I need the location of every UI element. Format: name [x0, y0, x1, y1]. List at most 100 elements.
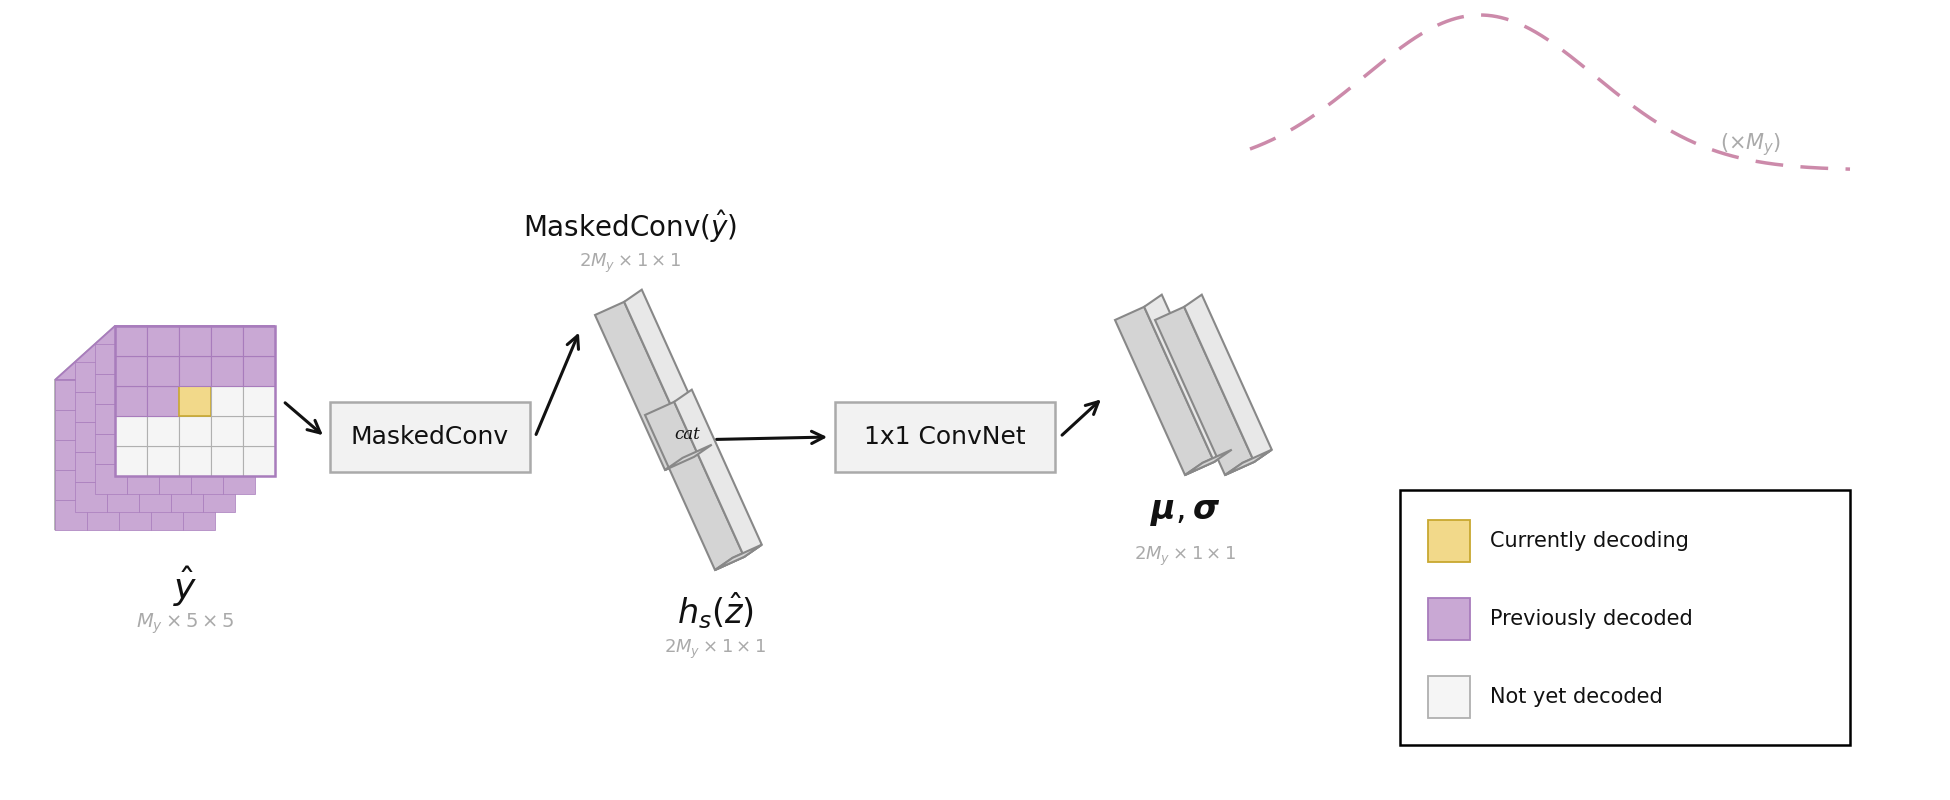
Bar — [211, 416, 244, 446]
Polygon shape — [595, 302, 694, 470]
Bar — [211, 386, 244, 416]
Bar — [96, 404, 127, 434]
Bar — [222, 404, 255, 434]
Bar — [115, 356, 146, 386]
Bar — [146, 416, 179, 446]
Polygon shape — [1115, 307, 1215, 475]
Bar — [203, 422, 236, 452]
Text: MaskedConv: MaskedConv — [351, 425, 509, 449]
Bar — [127, 464, 160, 494]
Bar — [191, 404, 222, 434]
Text: Not yet decoded: Not yet decoded — [1490, 687, 1663, 707]
Bar — [55, 410, 88, 440]
Bar — [1400, 490, 1851, 745]
Bar — [179, 326, 211, 356]
Bar — [138, 482, 172, 512]
Bar — [203, 452, 236, 482]
Bar — [160, 434, 191, 464]
Bar — [203, 362, 236, 392]
Bar — [55, 440, 88, 470]
Bar — [160, 344, 191, 374]
Bar — [172, 392, 203, 422]
Bar — [146, 326, 179, 356]
Bar — [1427, 676, 1470, 718]
Bar — [1427, 520, 1470, 562]
Bar — [107, 422, 138, 452]
Bar — [107, 362, 138, 392]
Bar — [179, 446, 211, 476]
Bar — [88, 410, 119, 440]
Bar — [119, 470, 150, 500]
Bar — [127, 344, 160, 374]
Bar — [88, 440, 119, 470]
Bar — [244, 386, 275, 416]
Bar — [191, 344, 222, 374]
Polygon shape — [716, 545, 762, 570]
Bar — [74, 392, 107, 422]
Bar — [74, 482, 107, 512]
Polygon shape — [624, 290, 712, 457]
Bar — [88, 380, 119, 410]
Text: $h_s(\hat{z})$: $h_s(\hat{z})$ — [677, 590, 753, 631]
Bar — [244, 326, 275, 356]
Bar — [119, 410, 150, 440]
Text: $2M_y \times 1 \times 1$: $2M_y \times 1 \times 1$ — [663, 638, 766, 661]
Bar — [172, 362, 203, 392]
Bar — [115, 326, 275, 476]
Bar — [146, 386, 179, 416]
Bar — [330, 402, 530, 472]
Bar — [191, 434, 222, 464]
Text: $(\times M_y)$: $(\times M_y)$ — [1720, 131, 1780, 158]
Bar — [172, 452, 203, 482]
Bar — [115, 326, 146, 356]
Bar — [115, 446, 146, 476]
Bar — [183, 410, 214, 440]
Polygon shape — [1186, 450, 1232, 475]
Text: $\hat{y}$: $\hat{y}$ — [174, 565, 197, 609]
Text: 1x1 ConvNet: 1x1 ConvNet — [864, 425, 1026, 449]
Bar — [183, 500, 214, 530]
Bar — [107, 392, 138, 422]
Polygon shape — [665, 445, 712, 470]
Bar — [138, 362, 172, 392]
Bar — [211, 446, 244, 476]
Bar — [96, 374, 127, 404]
Bar — [127, 374, 160, 404]
Bar — [138, 392, 172, 422]
Bar — [222, 374, 255, 404]
Bar — [244, 416, 275, 446]
Polygon shape — [675, 390, 762, 557]
Bar — [150, 380, 183, 410]
Bar — [74, 422, 107, 452]
Bar — [160, 374, 191, 404]
Bar — [138, 422, 172, 452]
Bar — [191, 464, 222, 494]
Bar — [107, 452, 138, 482]
Bar — [183, 470, 214, 500]
Bar — [183, 440, 214, 470]
Bar — [127, 404, 160, 434]
Bar — [55, 470, 88, 500]
Bar — [244, 446, 275, 476]
Bar — [150, 410, 183, 440]
Bar — [172, 422, 203, 452]
Polygon shape — [1184, 294, 1271, 462]
Text: $M_y \times 5 \times 5$: $M_y \times 5 \times 5$ — [136, 612, 234, 637]
Bar — [146, 356, 179, 386]
Polygon shape — [55, 326, 275, 380]
Text: $2M_y \times 1 \times 1$: $2M_y \times 1 \times 1$ — [1133, 545, 1236, 568]
Bar — [55, 500, 88, 530]
Bar — [74, 452, 107, 482]
Bar — [203, 482, 236, 512]
Bar — [222, 464, 255, 494]
Bar — [115, 386, 146, 416]
Polygon shape — [1225, 450, 1271, 475]
Bar — [211, 356, 244, 386]
Bar — [1427, 598, 1470, 640]
Bar — [150, 500, 183, 530]
Bar — [74, 362, 107, 392]
Text: $2M_y \times 1 \times 1$: $2M_y \times 1 \times 1$ — [579, 252, 681, 275]
Text: Previously decoded: Previously decoded — [1490, 609, 1693, 629]
Bar — [107, 482, 138, 512]
Text: $\mathrm{MaskedConv}(\hat{y})$: $\mathrm{MaskedConv}(\hat{y})$ — [523, 208, 737, 245]
